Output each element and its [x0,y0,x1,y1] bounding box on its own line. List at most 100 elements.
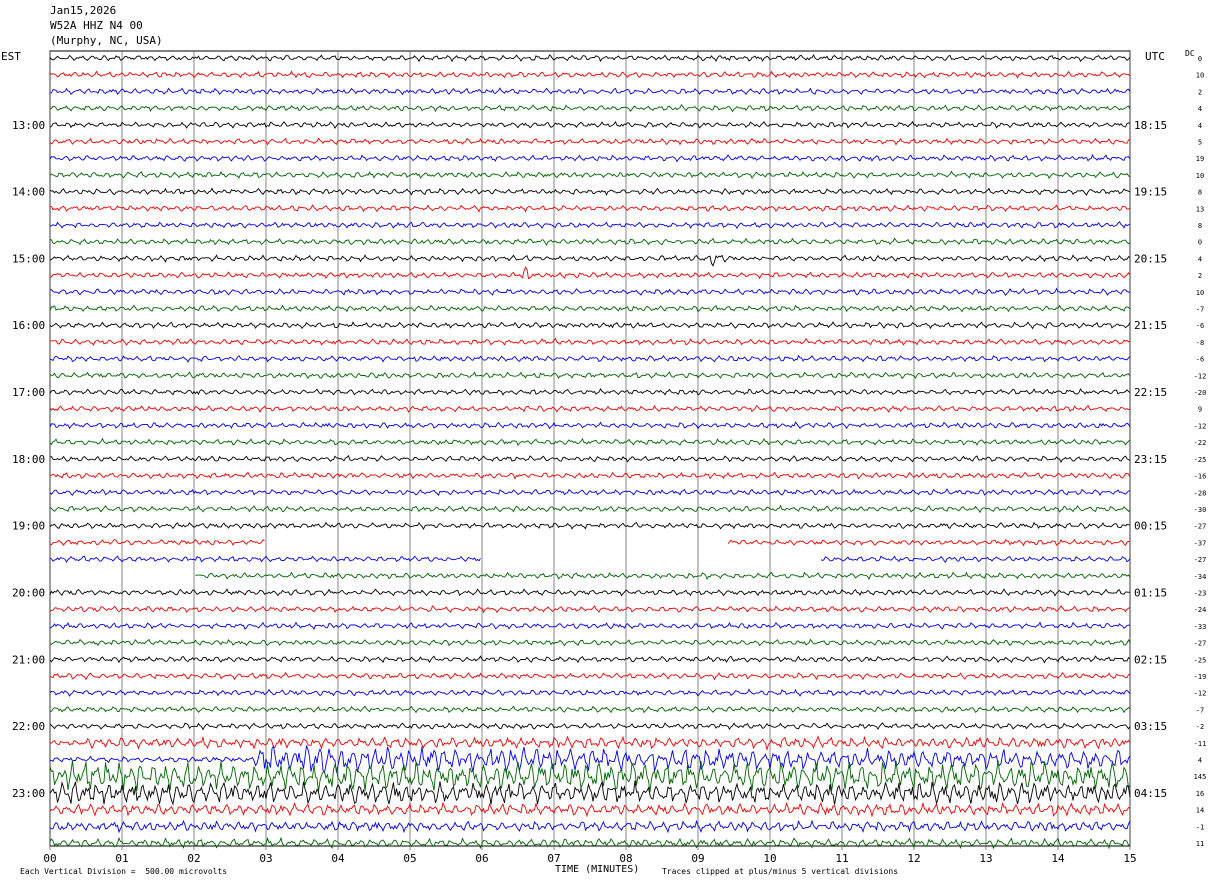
dc-offset-label: -37 [1194,539,1207,547]
dc-offset-label: -28 [1194,489,1207,497]
right-hour-label: 18:15 [1134,119,1167,132]
trace-row-16 [49,321,1131,330]
trace-row-33 [49,605,1131,614]
trace-row-4 [49,120,1131,130]
trace-row-3 [49,103,1131,113]
trace-row-34 [49,621,1131,631]
trace-row-6 [49,153,1131,163]
trace-row-13 [49,266,1131,280]
dc-offset-label: 8 [1198,222,1202,230]
trace-row-22 [49,421,1131,430]
dc-offset-label: -7 [1196,306,1204,314]
x-tick-label: 15 [1123,852,1136,865]
right-hour-label: 19:15 [1134,186,1167,199]
x-tick-label: 04 [331,852,345,865]
dc-offset-label: -33 [1194,623,1207,631]
trace-row-47 [49,836,1131,850]
scale-note: Each Vertical Division = 500.00 microvol… [20,867,228,876]
plot-grid [49,50,1131,850]
dc-offset-label: -24 [1194,606,1207,614]
dc-offset-label: -12 [1194,690,1207,698]
dc-offset-label: 4 [1198,122,1202,130]
x-tick-label: 12 [907,852,920,865]
dc-offset-label: 0 [1198,239,1202,247]
dc-offset-label: -1 [1196,823,1204,831]
dc-offset-label: 4 [1198,756,1202,764]
trace-row-10 [49,221,1131,230]
dc-offset-label: 4 [1198,105,1202,113]
x-tick-label: 13 [979,852,992,865]
header-location: (Murphy, NC, USA) [50,34,163,47]
trace-row-20 [49,387,1131,396]
trace-row-12 [49,254,1131,267]
x-axis-title: TIME (MINUTES) [555,864,640,875]
dc-offset-label: 5 [1198,139,1202,147]
dc-offset-label: 11 [1196,840,1204,848]
trace-row-25 [49,471,1131,480]
trace-row-0 [49,54,1131,63]
dc-offset-label: -23 [1194,589,1207,597]
dc-offset-label: 2 [1198,272,1202,280]
trace-row-15 [49,304,1131,313]
dc-offset-label: -7 [1196,706,1204,714]
dc-offset-label: 9 [1198,406,1202,414]
dc-offset-label: -27 [1194,640,1207,648]
clip-note: Traces clipped at plus/minus 5 vertical … [662,867,899,876]
left-hour-label: 19:00 [12,520,45,533]
right-timezone-label: UTC [1145,50,1165,63]
trace-row-28 [49,521,1131,530]
trace-row-23 [49,437,1131,447]
trace-row-38 [49,688,1131,697]
trace-row-21 [49,404,1131,413]
x-tick-label: 10 [763,852,776,865]
trace-row-18 [49,354,1131,363]
dc-offset-label: -27 [1194,523,1207,531]
left-hour-label: 17:00 [12,386,45,399]
dc-offset-label: -27 [1194,556,1207,564]
dc-offset-label: 19 [1196,155,1204,163]
dc-header: DC [1185,49,1195,58]
dc-offset-label: 0 [1198,55,1202,63]
left-hour-label: 21:00 [12,653,45,666]
right-hour-label: 04:15 [1134,787,1167,800]
dc-offset-label: -30 [1194,506,1207,514]
trace-row-11 [49,237,1131,246]
trace-row-14 [49,287,1131,296]
dc-offset-label: 10 [1196,72,1204,80]
dc-offset-label: -12 [1194,422,1207,430]
left-hour-label: 22:00 [12,720,45,733]
dc-offset-label: -25 [1194,656,1207,664]
dc-offset-label: -34 [1194,573,1207,581]
dc-offset-label: -6 [1196,356,1204,364]
dc-offset-label: -12 [1194,372,1207,380]
dc-offset-label: 16 [1196,790,1204,798]
dc-offset-label: 10 [1196,172,1204,180]
trace-row-2 [49,87,1131,96]
right-hour-label: 21:15 [1134,319,1167,332]
right-hour-label: 02:15 [1134,653,1167,666]
x-tick-label: 02 [187,852,200,865]
trace-row-46 [49,819,1131,834]
x-tick-label: 07 [547,852,560,865]
trace-row-39 [49,705,1131,714]
trace-row-30 [49,555,1131,564]
trace-row-32 [49,588,1131,597]
x-tick-label: 09 [691,852,704,865]
right-hour-label: 20:15 [1134,252,1167,265]
left-hour-label: 15:00 [12,252,45,265]
dc-offset-label: -22 [1194,439,1207,447]
trace-row-1 [49,70,1131,79]
right-hour-label: 23:15 [1134,453,1167,466]
trace-row-9 [49,204,1131,213]
left-hour-label: 14:00 [12,186,45,199]
trace-row-19 [49,371,1131,380]
trace-row-26 [49,488,1131,497]
left-hour-label: 18:00 [12,453,45,466]
x-tick-label: 08 [619,852,632,865]
right-hour-label: 03:15 [1134,720,1167,733]
trace-row-8 [49,187,1131,196]
left-timezone-label: EST [1,50,21,63]
dc-offset-label: -19 [1194,673,1207,681]
